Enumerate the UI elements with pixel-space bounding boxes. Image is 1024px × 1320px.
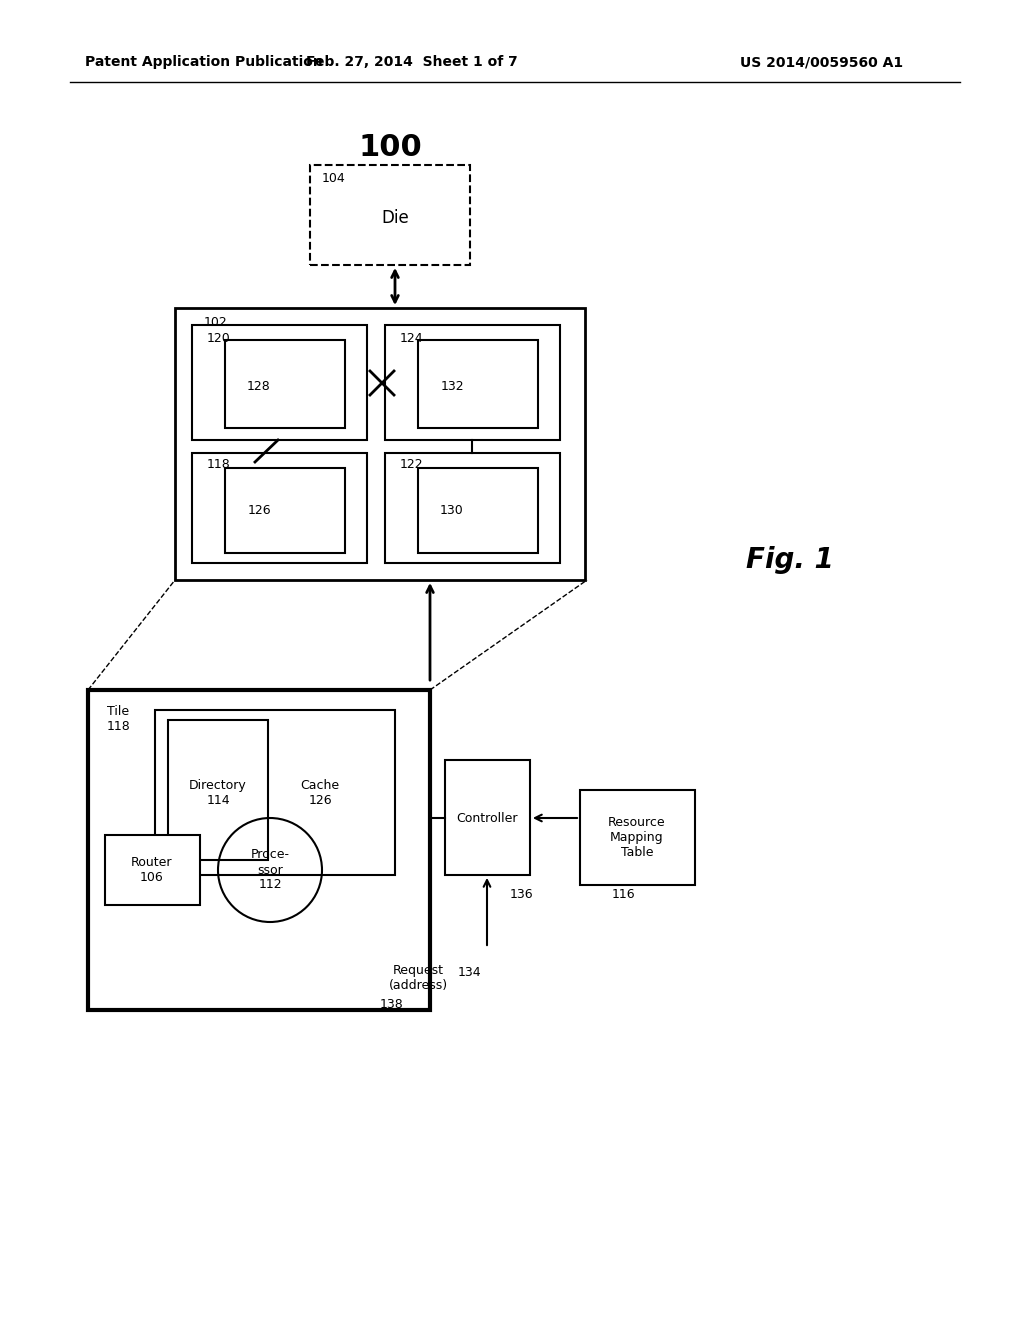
Bar <box>105 836 200 906</box>
Bar <box>175 308 585 579</box>
Bar <box>310 165 470 265</box>
Text: Request
(address): Request (address) <box>388 964 447 993</box>
Text: 120: 120 <box>207 331 230 345</box>
Text: Controller: Controller <box>457 812 518 825</box>
Bar <box>580 789 695 884</box>
Bar <box>193 325 367 440</box>
Bar <box>385 453 560 564</box>
Bar <box>225 341 345 428</box>
Text: 124: 124 <box>400 331 424 345</box>
Bar <box>168 719 268 861</box>
Text: Feb. 27, 2014  Sheet 1 of 7: Feb. 27, 2014 Sheet 1 of 7 <box>306 55 518 69</box>
Text: Directory
114: Directory 114 <box>189 779 247 807</box>
Text: 104: 104 <box>322 172 346 185</box>
Text: 126: 126 <box>247 503 270 516</box>
Text: 102: 102 <box>204 315 227 329</box>
Text: Patent Application Publication: Patent Application Publication <box>85 55 323 69</box>
Bar <box>155 710 395 875</box>
Text: Fig. 1: Fig. 1 <box>746 546 834 574</box>
Text: Tile
118: Tile 118 <box>106 705 131 733</box>
Text: Proce-
ssor
112: Proce- ssor 112 <box>251 849 290 891</box>
Text: Resource
Mapping
Table: Resource Mapping Table <box>608 817 666 859</box>
Bar <box>418 469 538 553</box>
Bar <box>418 341 538 428</box>
Bar <box>385 325 560 440</box>
Text: 136: 136 <box>510 888 534 902</box>
Bar <box>225 469 345 553</box>
Text: 130: 130 <box>440 503 464 516</box>
Text: 128: 128 <box>247 380 271 392</box>
Text: Router
106: Router 106 <box>131 855 173 884</box>
Text: 122: 122 <box>400 458 424 471</box>
Text: Cache
126: Cache 126 <box>300 779 340 807</box>
Text: Die: Die <box>381 209 409 227</box>
Bar <box>88 690 430 1010</box>
Text: 138: 138 <box>380 998 403 1011</box>
Text: 118: 118 <box>207 458 230 471</box>
Text: US 2014/0059560 A1: US 2014/0059560 A1 <box>740 55 903 69</box>
Bar <box>445 760 530 875</box>
Text: 116: 116 <box>612 888 636 902</box>
Bar <box>193 453 367 564</box>
Text: 132: 132 <box>440 380 464 392</box>
Text: 134: 134 <box>458 965 481 978</box>
Text: 100: 100 <box>358 133 422 162</box>
